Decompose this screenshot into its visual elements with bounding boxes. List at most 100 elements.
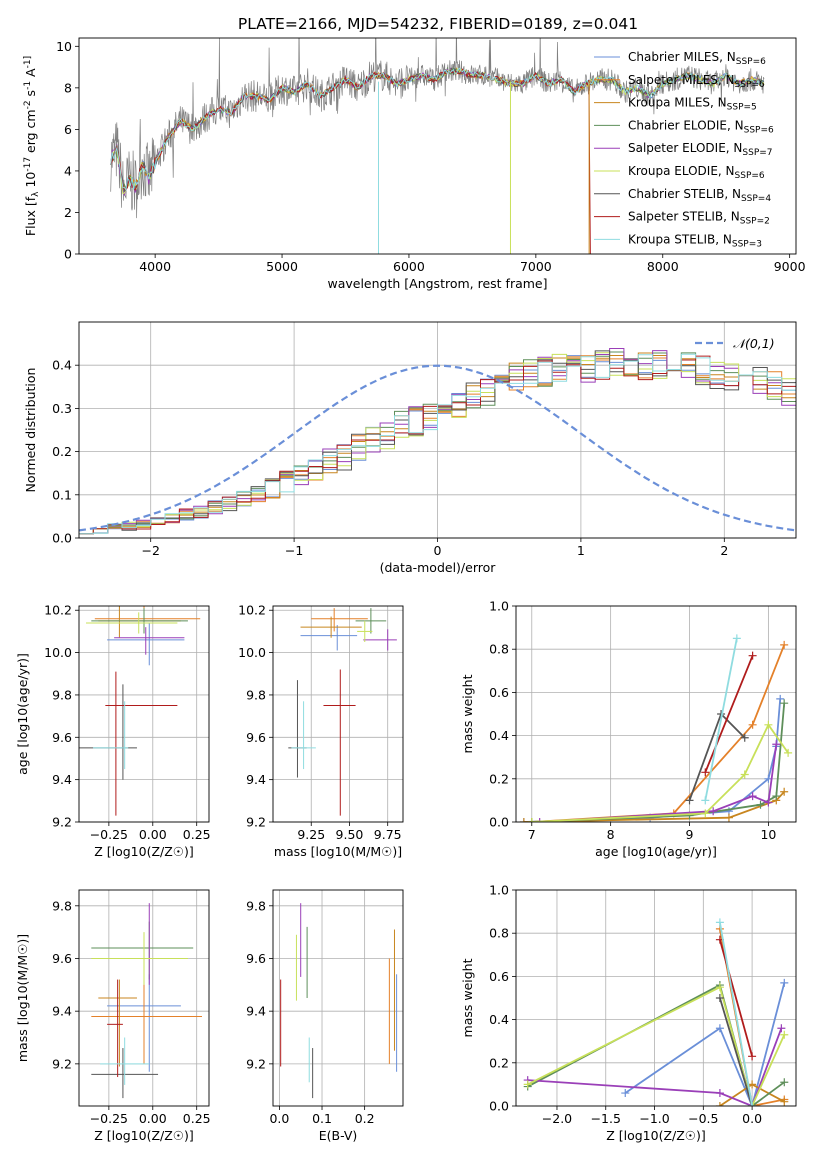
weight-series-line	[704, 655, 754, 773]
legend-label: Chabrier MILES, NSSP=6​	[628, 50, 766, 67]
weight-series-line	[527, 985, 786, 1106]
y-tick-label: 9.4	[246, 772, 266, 787]
x-tick-label: 7000	[520, 259, 552, 274]
panel-weight-vs-age: 7 8 9 10 0.0 0.2 0.4 0.6 0.8 1.0 age [log10(age/yr…	[460, 599, 797, 859]
weight-series-line	[531, 723, 789, 822]
plot-area	[288, 608, 397, 816]
x-tick-label: 0.25	[183, 827, 211, 842]
y-tick-label: 0.4	[52, 358, 72, 373]
x-axis-label: age [log10(age/yr)]	[595, 844, 717, 859]
x-tick-label: 6000	[393, 259, 425, 274]
weight-point-marker	[715, 1024, 724, 1033]
y-tick-label: 9.2	[52, 815, 72, 830]
y-tick-label: 9.4	[246, 1004, 266, 1019]
y-tick-label: 9.8	[246, 687, 266, 702]
legend-label: Salpeter ELODIE, NSSP=7​	[628, 141, 773, 158]
y-tick-label: 8	[64, 80, 72, 95]
y-tick-label: 9.2	[246, 815, 266, 830]
y-tick-label: 0.2	[489, 771, 509, 786]
panel-mass-vs-ebv: 0.0 0.1 0.2 9.2 9.4 9.6 9.8 E(B-V)	[246, 889, 404, 1143]
weight-point-marker	[764, 798, 773, 807]
weight-point-marker	[772, 792, 781, 801]
x-tick-label: 9	[686, 827, 694, 842]
weight-point-marker	[780, 1097, 789, 1106]
x-tick-label: 5000	[266, 259, 298, 274]
y-tick-label: 10.0	[238, 645, 266, 660]
y-tick-label: 0.0	[489, 815, 509, 830]
weight-series-line	[539, 744, 778, 822]
y-tick-label: 0.8	[489, 642, 509, 657]
x-tick-label: −0.5	[688, 1111, 718, 1126]
plot-area	[79, 606, 201, 816]
legend-label: 𝒩(0,1)	[733, 336, 775, 351]
legend-label: Kroupa STELIB, NSSP=3​	[628, 232, 762, 249]
panel-spectrum: 4000 5000 6000 7000 8000 9000 0 2 4 6 8 10 wavelengt…	[23, 37, 806, 291]
weight-point-marker	[701, 809, 710, 818]
y-tick-label: 0	[64, 247, 72, 262]
weight-series-line	[719, 997, 753, 1106]
plot-area	[110, 38, 765, 254]
model-line	[110, 67, 765, 192]
plot-area	[523, 918, 789, 1106]
x-tick-label: −2	[141, 543, 159, 558]
axes-frame	[272, 889, 404, 1107]
y-tick-label: 10.0	[44, 645, 72, 660]
figure-title: PLATE=2166, MJD=54232, FIBERID=0189, z=0…	[238, 15, 638, 33]
weight-point-marker	[780, 1030, 789, 1039]
weight-point-marker	[748, 1102, 757, 1106]
x-tick-label: 0	[434, 543, 442, 558]
y-tick-label: 6	[64, 122, 72, 137]
x-tick-label: 2	[720, 543, 728, 558]
x-axis-label: mass [log10(M/M☉)]	[274, 844, 402, 859]
weight-point-marker	[748, 792, 757, 801]
legend-label: Kroupa ELODIE, NSSP=6​	[628, 164, 765, 181]
y-tick-label: 10	[56, 39, 72, 54]
weight-point-marker	[780, 787, 789, 796]
y-tick-label: 0.0	[489, 1099, 509, 1114]
weight-point-marker	[715, 1089, 724, 1098]
x-axis-label: E(B-V)	[319, 1128, 358, 1143]
panel-weight-vs-Z: −2.0 −1.5 −1.0 −0.5 0.0 0.0 0.2 0.4 0.6 0.8 1.0 Z […	[460, 883, 797, 1143]
weight-point-marker	[780, 699, 789, 708]
y-axis-label: mass weight	[460, 958, 475, 1037]
y-tick-label: 9.6	[246, 951, 266, 966]
axes-frame	[78, 321, 797, 539]
x-tick-label: −1.0	[639, 1111, 669, 1126]
x-axis-label: Z [log10(Z/Z☉)]	[606, 1128, 706, 1143]
x-tick-label: 10	[760, 827, 776, 842]
y-axis-label: mass weight	[460, 674, 475, 753]
x-tick-label: 0.0	[269, 1111, 289, 1126]
x-tick-label: 7	[528, 827, 536, 842]
y-tick-label: 4	[64, 163, 72, 178]
x-tick-label: 0.1	[312, 1111, 332, 1126]
panel-mass-vs-Z: −0.25 0.00 0.25 9.2 9.4 9.6 9.8 Z [log10(Z/Z☉)]…	[15, 889, 211, 1143]
x-tick-label: 9.75	[374, 827, 402, 842]
weight-point-marker	[701, 796, 710, 805]
y-tick-label: 0.4	[489, 728, 509, 743]
legend-label: Chabrier ELODIE, NSSP=6​	[628, 118, 774, 135]
y-tick-label: 9.6	[246, 730, 266, 745]
y-tick-label: 9.8	[52, 687, 72, 702]
y-tick-label: 0.2	[489, 1055, 509, 1070]
panel-age-vs-Z: −0.25 0.00 0.25 9.2 9.4 9.6 9.8 10.0 10.2 Z [log1…	[15, 603, 211, 859]
x-axis-label: (data-model)/error	[380, 560, 497, 575]
y-tick-label: 9.8	[52, 898, 72, 913]
y-tick-label: 10.2	[238, 603, 266, 618]
x-axis-label: wavelength [Angstrom, rest frame]	[327, 276, 547, 291]
weight-point-marker	[701, 768, 710, 777]
weight-point-marker	[685, 796, 694, 805]
x-axis-label: Z [log10(Z/Z☉)]	[94, 844, 194, 859]
panel-residuals: −2 −1 0 1 2 0.0 0.1 0.2 0.3 0.4 (data-model)/error…	[23, 321, 797, 575]
weight-point-marker	[732, 634, 741, 643]
normal-reference-curve	[79, 364, 796, 532]
y-axis-label: Flux [fλ​ 10-17​ erg cm-2​ s-1​ A-1]​	[23, 56, 41, 236]
weight-point-marker	[776, 694, 785, 703]
y-tick-label: 9.6	[52, 730, 72, 745]
plot-area	[519, 634, 793, 822]
legend-label: Kroupa MILES, NSSP=5​	[628, 96, 757, 113]
x-tick-label: 1	[577, 543, 585, 558]
y-tick-label: 9.2	[52, 1056, 72, 1071]
y-tick-label: 1.0	[489, 599, 509, 614]
weight-point-marker	[535, 818, 544, 822]
axes-frame	[515, 605, 797, 823]
